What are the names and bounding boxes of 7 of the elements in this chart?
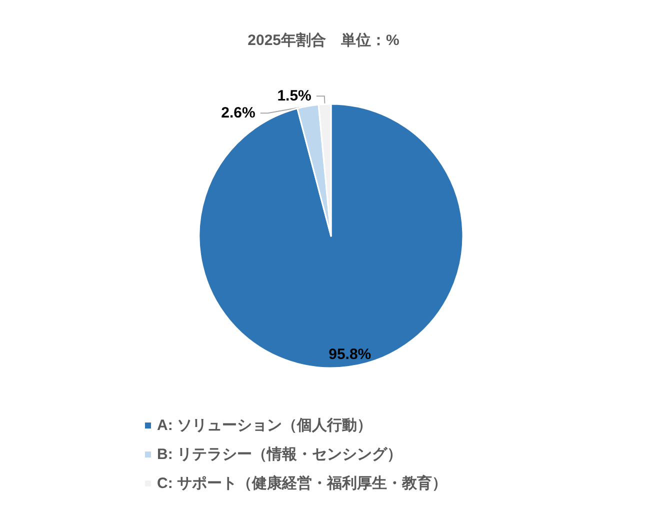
chart-title: 2025年割合 単位：% xyxy=(248,32,400,49)
data-label: 1.5% xyxy=(277,88,312,105)
data-label: 95.8% xyxy=(328,346,372,363)
legend-label: C: サポート（健康経営・福利厚生・教育） xyxy=(157,474,447,492)
legend-label: A: ソリューション（個人行動） xyxy=(157,417,372,434)
legend-label: B: リテラシー（情報・センシング） xyxy=(157,446,402,463)
data-label: 2.6% xyxy=(221,104,256,122)
